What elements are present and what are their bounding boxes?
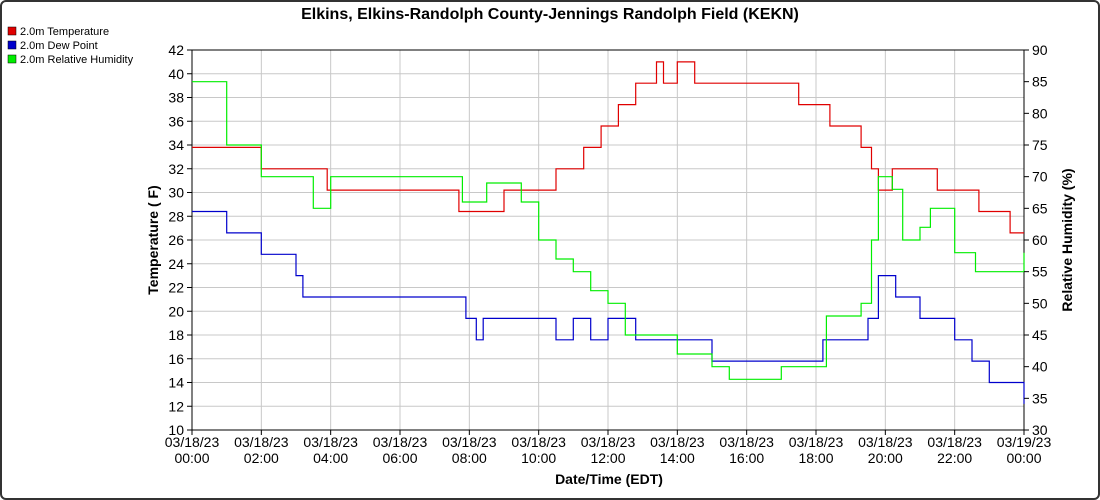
x-tick-time: 22:00 [937, 450, 972, 466]
legend-label: 2.0m Dew Point [20, 40, 98, 52]
right-tick-label: 55 [1032, 264, 1048, 280]
legend-swatch [7, 54, 17, 64]
series-line-1 [192, 210, 1025, 404]
left-tick-label: 30 [168, 185, 184, 201]
legend-label: 2.0m Temperature [20, 26, 109, 38]
x-tick-time: 16:00 [729, 450, 764, 466]
left-axis-title: Temperature ( F) [145, 185, 161, 294]
left-tick-label: 42 [168, 42, 184, 58]
left-tick-label: 16 [168, 351, 184, 367]
left-tick-label: 28 [168, 208, 184, 224]
x-tick-date: 03/18/23 [927, 434, 982, 450]
right-tick-label: 45 [1032, 327, 1048, 343]
x-axis-title: Date/Time (EDT) [555, 471, 663, 487]
x-tick-time: 12:00 [590, 450, 625, 466]
x-tick-date: 03/18/23 [511, 434, 566, 450]
right-tick-label: 85 [1032, 74, 1048, 90]
right-tick-label: 75 [1032, 137, 1048, 153]
legend-swatch [7, 26, 17, 36]
right-axis-ticks: 30 35 40 45 50 55 60 65 70 75 80 85 90 [1024, 42, 1048, 438]
right-tick-label: 65 [1032, 200, 1048, 216]
right-tick-label: 70 [1032, 169, 1048, 185]
x-tick-date: 03/18/23 [234, 434, 289, 450]
x-tick-date: 03/18/23 [719, 434, 774, 450]
x-tick-date: 03/18/23 [165, 434, 220, 450]
right-tick-label: 30 [1032, 422, 1048, 438]
x-tick-date: 03/18/23 [858, 434, 913, 450]
series-layer [192, 61, 1025, 404]
left-tick-label: 38 [168, 90, 184, 106]
x-tick-time: 00:00 [174, 450, 209, 466]
right-tick-label: 60 [1032, 232, 1048, 248]
left-tick-label: 10 [168, 422, 184, 438]
right-tick-label: 80 [1032, 105, 1048, 121]
legend-swatch [7, 40, 17, 50]
x-tick-date: 03/18/23 [442, 434, 497, 450]
right-tick-label: 90 [1032, 42, 1048, 58]
left-tick-label: 14 [168, 375, 184, 391]
grid [191, 49, 1025, 431]
right-tick-label: 50 [1032, 295, 1048, 311]
x-tick-date: 03/19/23 [997, 434, 1052, 450]
left-axis-ticks: 10 12 14 16 18 20 22 24 26 28 30 32 34 36 38 40 42 [168, 42, 192, 438]
right-tick-label: 40 [1032, 359, 1048, 375]
x-tick-time: 00:00 [1006, 450, 1041, 466]
x-tick-date: 03/18/23 [650, 434, 705, 450]
x-tick-time: 20:00 [868, 450, 903, 466]
left-tick-label: 32 [168, 161, 184, 177]
left-tick-label: 20 [168, 303, 184, 319]
left-tick-label: 34 [168, 137, 184, 153]
x-tick-time: 04:00 [313, 450, 348, 466]
x-tick-time: 06:00 [382, 450, 417, 466]
x-tick-time: 10:00 [521, 450, 556, 466]
right-tick-label: 35 [1032, 390, 1048, 406]
chart-title: Elkins, Elkins-Randolph County-Jennings … [301, 6, 799, 23]
left-tick-label: 36 [168, 113, 184, 129]
legend-label: 2.0m Relative Humidity [20, 54, 134, 66]
left-tick-label: 40 [168, 66, 184, 82]
x-tick-time: 18:00 [798, 450, 833, 466]
legend: 2.0m Temperature 2.0m Dew Point 2.0m Relat… [7, 26, 134, 66]
left-tick-label: 26 [168, 232, 184, 248]
x-tick-date: 03/18/23 [581, 434, 636, 450]
right-axis-title: Relative Humidity (%) [1059, 168, 1075, 311]
x-tick-time: 08:00 [452, 450, 487, 466]
x-tick-date: 03/18/23 [789, 434, 844, 450]
x-tick-time: 02:00 [244, 450, 279, 466]
series-line-2 [192, 81, 1025, 380]
x-tick-date: 03/18/23 [303, 434, 358, 450]
x-axis-ticks: 03/18/2300:0003/18/2302:0003/18/2304:000… [165, 430, 1052, 466]
series-line-0 [192, 61, 1024, 234]
x-tick-date: 03/18/23 [373, 434, 428, 450]
left-tick-label: 18 [168, 327, 184, 343]
left-tick-label: 12 [168, 398, 184, 414]
left-tick-label: 22 [168, 280, 184, 296]
left-tick-label: 24 [168, 256, 184, 272]
x-tick-time: 14:00 [660, 450, 695, 466]
